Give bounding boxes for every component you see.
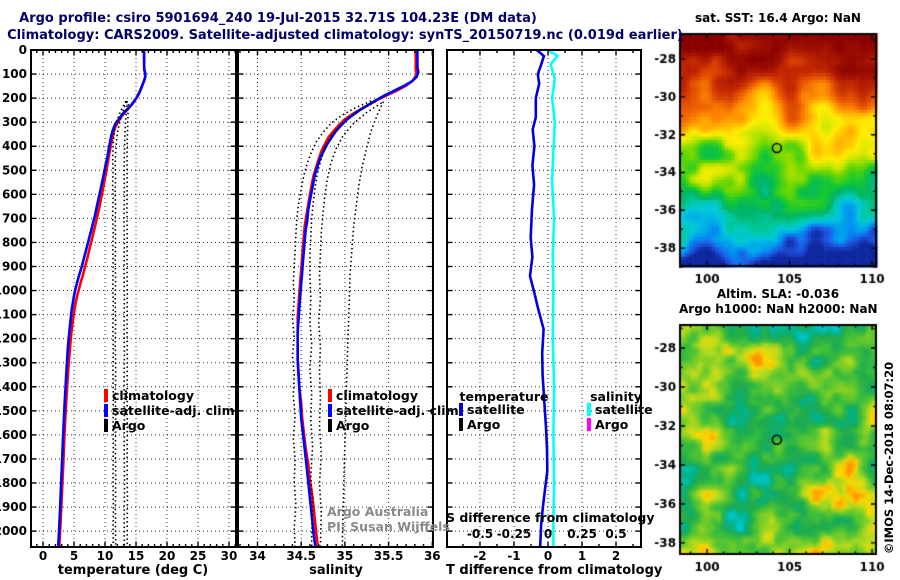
satellite-s-swatch-icon — [587, 403, 591, 416]
svg-text:35.5: 35.5 — [374, 549, 404, 563]
svg-text:0: 0 — [544, 527, 552, 541]
legend-climatology: climatology — [104, 389, 194, 402]
sla-map-title: Altim. SLA: -0.036 — [716, 287, 840, 301]
page-title: Argo profile: csiro 5901694_240 19-Jul-2… — [19, 11, 537, 26]
svg-text:1600: 1600 — [0, 428, 27, 442]
svg-text:5: 5 — [70, 549, 78, 563]
sst-map-title: sat. SST: 16.4 Argo: NaN — [695, 11, 861, 25]
svg-text:36: 36 — [424, 549, 441, 563]
legend-label: Argo — [336, 418, 370, 433]
pi-annotation: PI: Susan Wijffels — [327, 519, 450, 534]
sla-map — [640, 315, 896, 580]
svg-text:1: 1 — [578, 549, 586, 563]
legend-satellite-adj-clim: satellite-adj. clim. — [328, 404, 463, 417]
svg-text:2: 2 — [612, 549, 620, 563]
legend-label: climatology — [336, 388, 418, 403]
svg-text:-1: -1 — [507, 549, 520, 563]
svg-text:34: 34 — [249, 549, 266, 563]
svg-text:300: 300 — [2, 115, 27, 129]
temp-axis-label: temperature (deg C) — [57, 563, 209, 578]
svg-text:1100: 1100 — [0, 308, 27, 322]
sst-map — [640, 24, 896, 292]
svg-text:700: 700 — [2, 211, 27, 225]
svg-text:25: 25 — [190, 549, 207, 563]
satellite-t-swatch-icon — [459, 403, 463, 416]
svg-text:1700: 1700 — [0, 452, 27, 466]
svg-text:0.5: 0.5 — [605, 527, 626, 541]
argo-swatch-icon — [328, 419, 332, 432]
svg-text:1500: 1500 — [0, 404, 27, 418]
legend-label: satellite-adj. clim. — [336, 403, 464, 418]
imos-watermark: ©IMOS 14-Dec-2018 08:07:20 — [882, 361, 896, 555]
climatology-swatch-icon — [104, 389, 108, 402]
legend-argo-s: Argo — [587, 418, 628, 431]
legend-satellite-adj-clim: satellite-adj. clim. — [104, 404, 239, 417]
svg-text:0: 0 — [544, 549, 552, 563]
sla-map-subtitle: Argo h1000: NaN h2000: NaN — [679, 302, 878, 316]
climatology-swatch-icon — [328, 389, 332, 402]
page-subtitle: Climatology: CARS2009. Satellite-adjuste… — [7, 28, 683, 43]
legend-label: Argo — [595, 417, 629, 432]
svg-text:0.25: 0.25 — [567, 527, 597, 541]
svg-text:1800: 1800 — [0, 476, 27, 490]
svg-text:34.5: 34.5 — [286, 549, 316, 563]
svg-text:0: 0 — [39, 549, 47, 563]
svg-text:30: 30 — [221, 549, 238, 563]
legend-label: satellite — [467, 402, 525, 417]
svg-text:20: 20 — [159, 549, 176, 563]
svg-text:-0.25: -0.25 — [497, 527, 532, 541]
diff-legend-salinity-header: salinity — [590, 389, 642, 404]
satadj-swatch-icon — [328, 404, 332, 417]
svg-text:1300: 1300 — [0, 356, 27, 370]
legend-label: satellite — [595, 402, 653, 417]
svg-text:2000: 2000 — [0, 524, 27, 538]
svg-text:600: 600 — [2, 187, 27, 201]
svg-text:500: 500 — [2, 163, 27, 177]
svg-text:1900: 1900 — [0, 500, 27, 514]
legend-climatology: climatology — [328, 389, 418, 402]
svg-text:-2: -2 — [473, 549, 486, 563]
sdiff-axis-label: S difference from climatology — [446, 510, 655, 525]
svg-text:100: 100 — [2, 67, 27, 81]
program-annotation: Argo Australia — [327, 504, 429, 519]
legend-label: climatology — [112, 388, 194, 403]
svg-text:0: 0 — [19, 43, 27, 57]
legend-argo-t: Argo — [459, 418, 500, 431]
svg-text:10: 10 — [97, 549, 114, 563]
legend-satellite-t: satellite — [459, 403, 525, 416]
legend-label: Argo — [467, 417, 501, 432]
argo-t-swatch-icon — [459, 418, 463, 431]
salinity-axis-label: salinity — [309, 563, 363, 578]
diff-legend-temperature-header: temperature — [459, 389, 549, 404]
svg-text:-0.5: -0.5 — [467, 527, 493, 541]
svg-text:1000: 1000 — [0, 284, 27, 298]
legend-label: Argo — [112, 418, 146, 433]
satadj-swatch-icon — [104, 404, 108, 417]
svg-text:200: 200 — [2, 91, 27, 105]
legend-argo: Argo — [104, 419, 145, 432]
svg-text:1200: 1200 — [0, 332, 27, 346]
svg-text:900: 900 — [2, 260, 27, 274]
tdiff-axis-label: T difference from climatology — [446, 563, 663, 578]
argo-swatch-icon — [104, 419, 108, 432]
svg-text:1400: 1400 — [0, 380, 27, 394]
legend-argo: Argo — [328, 419, 369, 432]
svg-text:400: 400 — [2, 139, 27, 153]
svg-text:15: 15 — [128, 549, 145, 563]
legend-satellite-s: satellite — [587, 403, 653, 416]
svg-text:35: 35 — [337, 549, 354, 563]
legend-label: satellite-adj. clim. — [112, 403, 240, 418]
argo-s-swatch-icon — [587, 418, 591, 431]
svg-text:800: 800 — [2, 235, 27, 249]
